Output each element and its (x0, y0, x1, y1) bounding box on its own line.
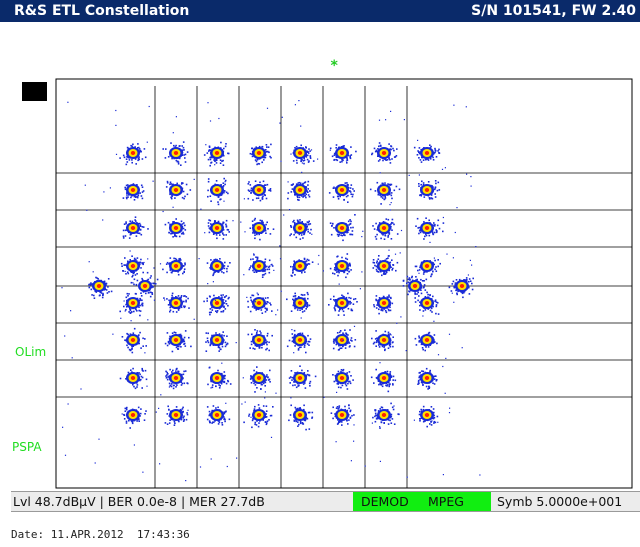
timestamp: Date: 11.APR.2012 17:43:36 (11, 528, 190, 541)
symbol-rate-readout: Symb 5.0000e+001 (497, 494, 622, 509)
demod-indicator: DEMOD (361, 494, 409, 509)
level-ber-mer-readout: Lvl 48.7dBµV | BER 0.0e-8 | MER 27.7dB (13, 494, 265, 509)
olim-label: OLim (15, 345, 46, 359)
pspa-label: PSPA (12, 440, 42, 454)
status-bar: Lvl 48.7dBµV | BER 0.0e-8 | MER 27.7dB D… (11, 491, 640, 512)
mpeg-indicator: MPEG (428, 494, 464, 509)
